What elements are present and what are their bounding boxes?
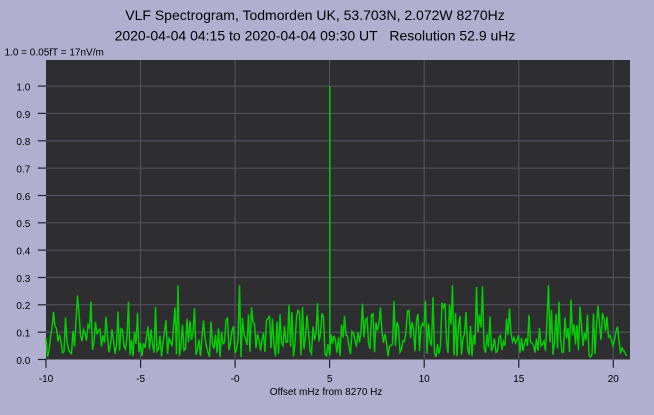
svg-text:0.9: 0.9 — [16, 110, 30, 121]
svg-text:0.8: 0.8 — [16, 137, 30, 148]
svg-text:0.4: 0.4 — [16, 247, 30, 258]
svg-text:20: 20 — [608, 374, 620, 385]
svg-text:0.5: 0.5 — [16, 219, 30, 230]
svg-text:0.2: 0.2 — [16, 301, 30, 312]
svg-text:10: 10 — [419, 374, 431, 385]
svg-text:0.1: 0.1 — [16, 329, 30, 340]
svg-text:0.0: 0.0 — [16, 356, 30, 367]
svg-text:0.7: 0.7 — [16, 165, 30, 176]
svg-text:1.0: 1.0 — [16, 83, 30, 94]
svg-text:1.0 = 0.05fT = 17nV/m: 1.0 = 0.05fT = 17nV/m — [5, 48, 104, 59]
svg-text:VLF Spectrogram, Todmorden UK,: VLF Spectrogram, Todmorden UK, 53.703N, … — [125, 7, 505, 23]
svg-text:5: 5 — [327, 374, 333, 385]
svg-text:-0: -0 — [231, 374, 240, 385]
svg-text:2020-04-04 04:15 to 2020-04-04: 2020-04-04 04:15 to 2020-04-04 09:30 UT … — [115, 27, 516, 43]
svg-text:-5: -5 — [136, 374, 145, 385]
svg-text:Offset mHz from 8270 Hz: Offset mHz from 8270 Hz — [270, 387, 383, 398]
svg-text:0.6: 0.6 — [16, 192, 30, 203]
svg-text:0.3: 0.3 — [16, 274, 30, 285]
svg-text:-10: -10 — [39, 374, 54, 385]
svg-text:15: 15 — [513, 374, 525, 385]
